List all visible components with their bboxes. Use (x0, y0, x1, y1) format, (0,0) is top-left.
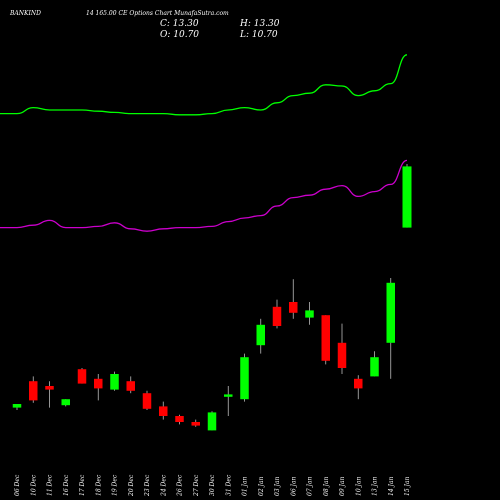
bands-layer (0, 54, 408, 232)
candle-body (240, 357, 249, 400)
candle-body (159, 406, 168, 416)
x-tick-label: 06 Jan (290, 476, 297, 496)
candle-7 (110, 371, 119, 391)
x-tick-label: 18 Dec (95, 474, 102, 496)
candle-4 (61, 399, 70, 407)
lower-band-line (0, 159, 408, 232)
candle-body (224, 394, 233, 397)
x-tick-label: 06 Dec (14, 474, 21, 496)
candles-layer (12, 164, 412, 431)
candle-8 (126, 376, 135, 394)
candle-13 (207, 411, 217, 431)
candle-23 (370, 351, 379, 377)
candle-body (175, 416, 184, 422)
candle-body (386, 282, 395, 343)
candle-body (207, 412, 217, 431)
candle-body (402, 166, 412, 228)
candle-11 (175, 414, 184, 425)
candle-18 (289, 279, 298, 319)
candle-9 (142, 390, 152, 410)
candle-body (110, 374, 119, 390)
candle-19 (305, 302, 314, 325)
candle-body (289, 302, 298, 313)
chart-subtitle: 14 165.00 CE Options Chart MunafaSutra.c… (86, 10, 229, 17)
x-tick-label: 16 Dec (63, 474, 70, 496)
x-tick-label: 10 Jan (355, 476, 362, 496)
x-tick-label: 01 Jan (242, 476, 249, 496)
candle-6 (94, 374, 103, 401)
close-value: C: 13.30 (160, 19, 199, 29)
x-tick-label: 17 Dec (79, 474, 86, 496)
candle-body (354, 378, 363, 389)
candle-body (45, 386, 54, 390)
candle-17 (272, 299, 282, 329)
x-tick-label: 26 Dec (177, 474, 184, 497)
candle-14 (224, 386, 233, 416)
x-tick-label: 24 Dec (160, 474, 167, 497)
candle-body (337, 342, 347, 368)
candle-5 (77, 368, 87, 384)
x-tick-label: 31 Dec (225, 474, 232, 496)
candle-body (142, 393, 152, 409)
x-tick-label: 10 Dec (30, 474, 37, 496)
x-tick-label: 19 Dec (112, 474, 119, 496)
high-value: H: 13.30 (239, 19, 280, 29)
chart-symbol: BANKIND (9, 10, 41, 17)
candle-12 (191, 419, 200, 427)
x-tick-label: 23 Dec (144, 474, 151, 497)
x-tick-label: 27 Dec (193, 474, 200, 497)
candle-body (29, 381, 38, 401)
x-tick-label: 09 Jan (339, 476, 346, 496)
candle-body (370, 357, 379, 377)
candle-10 (159, 401, 168, 420)
x-tick-label: 15 Jan (404, 476, 411, 496)
x-tick-label: 02 Jan (258, 476, 265, 496)
candle-body (77, 369, 87, 384)
candle-25 (402, 164, 412, 228)
low-value: L: 10.70 (239, 30, 278, 40)
candle-24 (386, 278, 395, 379)
candle-2 (29, 376, 38, 403)
x-axis-ticks: 06 Dec 10 Dec 11 Dec 16 Dec 17 Dec 18 Dec 19 D… (14, 474, 411, 497)
x-tick-label: 30 Dec (209, 474, 216, 496)
candle-1 (12, 404, 22, 410)
x-tick-label: 14 Jan (388, 476, 395, 496)
candle-15 (240, 353, 249, 402)
candle-20 (321, 315, 330, 365)
candle-body (126, 381, 135, 391)
upper-band-line (0, 54, 408, 116)
candle-body (305, 310, 314, 318)
candle-body (321, 315, 330, 361)
x-tick-label: 11 Dec (47, 474, 54, 496)
candle-body (12, 404, 22, 408)
candle-22 (354, 375, 363, 400)
x-tick-label: 07 Jan (307, 476, 314, 496)
x-tick-label: 13 Jan (372, 476, 379, 496)
candle-body (94, 378, 103, 389)
candle-body (256, 324, 265, 346)
candle-21 (337, 323, 347, 374)
x-tick-label: 08 Jan (323, 476, 330, 496)
candle-3 (45, 381, 54, 408)
candle-body (191, 422, 200, 426)
candle-16 (256, 318, 265, 354)
candle-body (272, 306, 282, 326)
open-value: O: 10.70 (160, 30, 199, 40)
candle-body (61, 399, 70, 406)
x-tick-label: 03 Jan (274, 476, 281, 496)
x-tick-label: 20 Dec (128, 474, 135, 497)
